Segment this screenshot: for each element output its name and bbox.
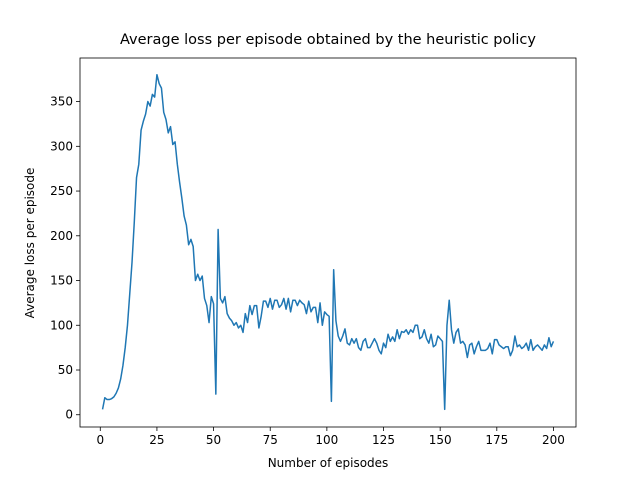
x-tick-label: 50: [206, 433, 221, 447]
data-line: [101, 73, 555, 411]
y-tick-label: 200: [50, 229, 73, 243]
x-tick-label: 200: [542, 433, 565, 447]
y-tick-label: 0: [65, 408, 73, 422]
x-tick-label: 0: [96, 433, 104, 447]
x-tick-label: 25: [149, 433, 164, 447]
x-axis-label: Number of episodes: [268, 456, 389, 470]
x-tick-label: 75: [263, 433, 278, 447]
chart-title: Average loss per episode obtained by the…: [120, 32, 536, 48]
x-tick-label: 150: [429, 433, 452, 447]
x-tick-label: 125: [372, 433, 395, 447]
y-tick-label: 100: [50, 318, 73, 332]
y-tick-label: 300: [50, 139, 73, 153]
plot-frame: [79, 57, 577, 428]
y-tick-label: 350: [50, 95, 73, 109]
x-tick-label: 175: [485, 433, 508, 447]
y-tick-label: 50: [58, 363, 73, 377]
y-tick-label: 250: [50, 184, 73, 198]
x-tick-label: 100: [315, 433, 338, 447]
y-axis-label: Average loss per episode: [23, 168, 37, 319]
y-tick-label: 150: [50, 274, 73, 288]
